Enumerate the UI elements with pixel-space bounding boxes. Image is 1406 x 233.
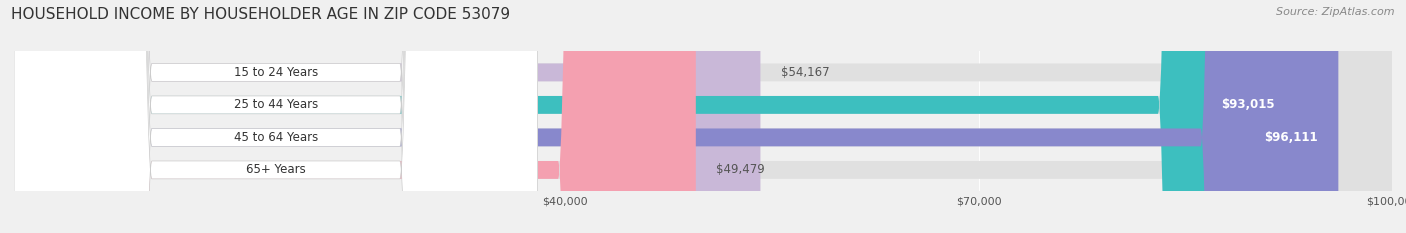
Text: 65+ Years: 65+ Years: [246, 163, 305, 176]
FancyBboxPatch shape: [14, 0, 1339, 233]
FancyBboxPatch shape: [14, 0, 696, 233]
Text: $54,167: $54,167: [782, 66, 830, 79]
FancyBboxPatch shape: [14, 0, 1296, 233]
Text: HOUSEHOLD INCOME BY HOUSEHOLDER AGE IN ZIP CODE 53079: HOUSEHOLD INCOME BY HOUSEHOLDER AGE IN Z…: [11, 7, 510, 22]
Text: $93,015: $93,015: [1222, 98, 1275, 111]
FancyBboxPatch shape: [14, 0, 1392, 233]
FancyBboxPatch shape: [14, 0, 1392, 233]
FancyBboxPatch shape: [14, 0, 1392, 233]
Text: $49,479: $49,479: [717, 163, 765, 176]
Text: $96,111: $96,111: [1264, 131, 1317, 144]
Text: 25 to 44 Years: 25 to 44 Years: [233, 98, 318, 111]
FancyBboxPatch shape: [14, 0, 1392, 233]
FancyBboxPatch shape: [14, 0, 537, 233]
Text: 45 to 64 Years: 45 to 64 Years: [233, 131, 318, 144]
Text: Source: ZipAtlas.com: Source: ZipAtlas.com: [1277, 7, 1395, 17]
FancyBboxPatch shape: [14, 0, 537, 233]
FancyBboxPatch shape: [14, 0, 537, 233]
FancyBboxPatch shape: [14, 0, 537, 233]
Text: 15 to 24 Years: 15 to 24 Years: [233, 66, 318, 79]
FancyBboxPatch shape: [14, 0, 761, 233]
